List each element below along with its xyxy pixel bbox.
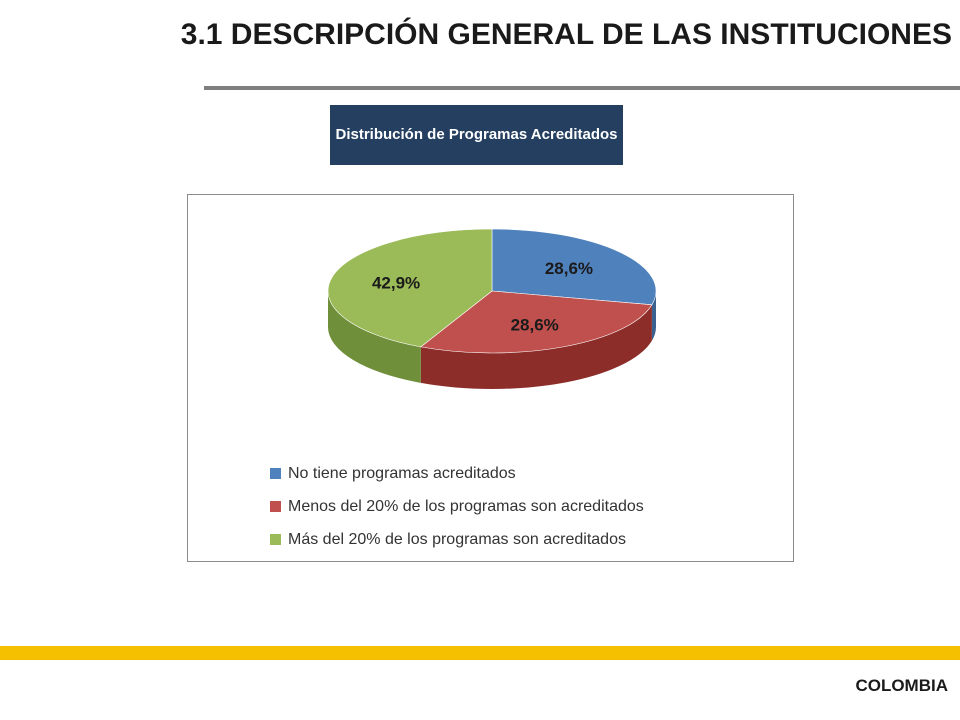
slice-data-label: 42,9% <box>372 274 420 293</box>
pie-slice-side <box>328 291 421 383</box>
legend-swatch <box>270 468 281 479</box>
legend-item: No tiene programas acreditados <box>270 457 644 490</box>
footer-bar <box>0 646 960 660</box>
title-divider <box>204 86 960 90</box>
pie-slice-side <box>420 304 652 389</box>
legend-label: Menos del 20% de los programas son acred… <box>288 497 644 515</box>
slice-data-label: 28,6% <box>545 259 593 278</box>
legend-item: Menos del 20% de los programas son acred… <box>270 490 644 523</box>
legend-label: Más del 20% de los programas son acredit… <box>288 530 626 548</box>
slice-data-label: 28,6% <box>511 316 559 335</box>
pie-chart: 28,6% 28,6% 42,9% <box>327 228 657 389</box>
footer-country: COLOMBIA <box>855 676 948 695</box>
pie-slice <box>420 290 653 354</box>
pie-slice <box>327 228 493 348</box>
chart-title: Distribución de Programas Acreditados <box>330 105 623 165</box>
legend-swatch <box>270 501 281 512</box>
legend-swatch <box>270 534 281 545</box>
chart-area: 28,6% 28,6% 42,9% No tiene programas acred… <box>187 194 794 562</box>
chart-legend: No tiene programas acreditados Menos del… <box>270 457 644 556</box>
legend-item: Más del 20% de los programas son acredit… <box>270 523 644 556</box>
legend-label: No tiene programas acreditados <box>288 464 516 482</box>
pie-slice <box>491 228 657 306</box>
page-title: 3.1 DESCRIPCIÓN GENERAL DE LAS INSTITUCI… <box>180 18 952 51</box>
